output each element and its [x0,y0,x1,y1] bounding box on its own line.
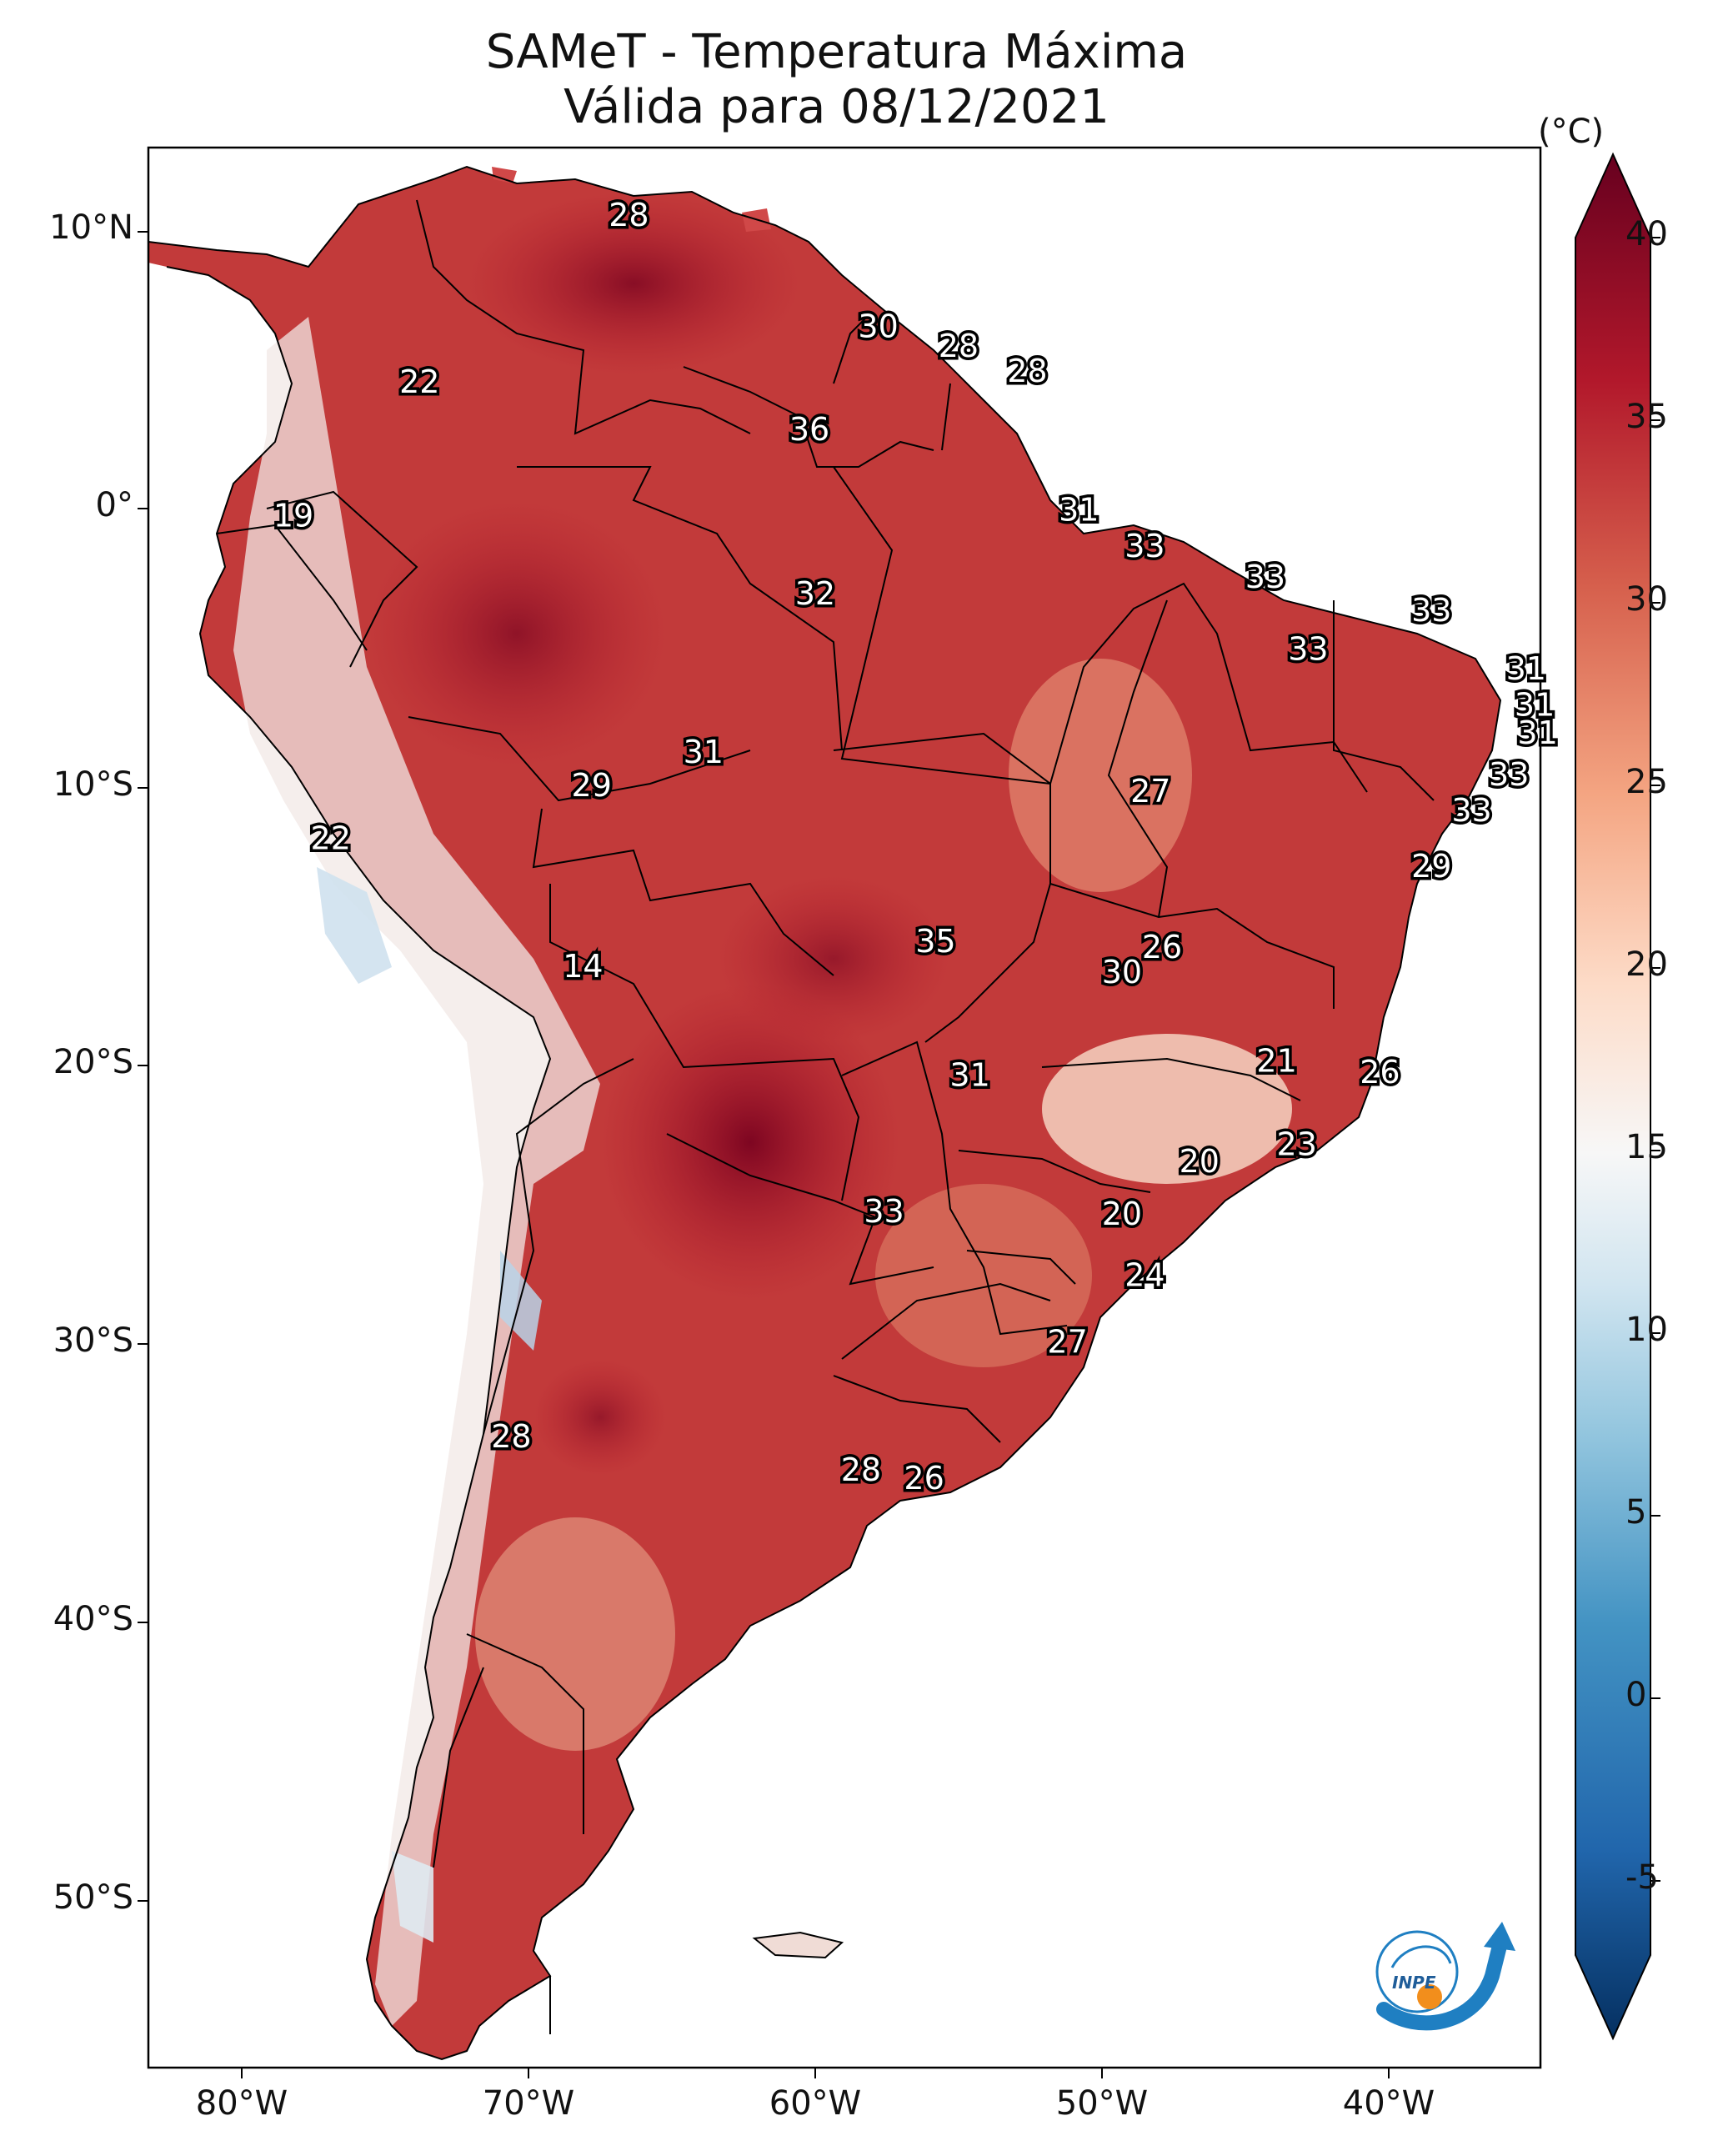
lon-label-80w: 80°W [195,2084,288,2123]
lat-label-0: 0° [95,486,133,524]
lat-label-40s: 40°S [53,1600,133,1638]
colorbar-tick-label: 20 [1625,945,1668,984]
station-value-label: 35 [915,923,955,960]
station-value-label: 27 [1130,773,1170,810]
station-value-label: 28 [609,197,649,233]
station-value-label: 31 [1517,714,1557,751]
station-value-label: 31 [1506,650,1546,687]
station-value-label: 22 [399,364,439,400]
station-value-label: 21 [1256,1043,1296,1080]
station-value-label: 31 [684,734,724,770]
axis-ticks [138,231,1390,2078]
station-value-label: 36 [789,411,829,448]
lon-label-70w: 70°W [482,2084,575,2123]
station-value-label: 24 [1124,1257,1165,1294]
lat-label-30s: 30°S [53,1321,133,1360]
station-value-label: 29 [1411,848,1451,885]
station-value-label: 23 [1277,1126,1317,1163]
station-value-label: 27 [1047,1324,1087,1361]
station-value-label: 31 [1059,492,1099,529]
colorbar-tick-label: 25 [1625,763,1668,801]
station-value-label: 32 [795,575,835,612]
station-value-label: 29 [572,767,612,804]
map-subtitle: Válida para 08/12/2021 [563,80,1109,134]
station-value-label: 26 [1360,1054,1400,1091]
inpe-logo: INPE [1375,1922,1515,2031]
station-value-label: 14 [563,948,603,985]
colorbar-tick-label: -5 [1625,1858,1659,1897]
lat-label-10s: 10°S [53,765,133,804]
station-value-label: 28 [939,328,979,364]
station-value-label: 33 [1124,528,1165,564]
colorbar-tick-label: 15 [1625,1128,1668,1166]
continent [148,167,1500,2059]
borders [148,165,1502,2061]
lon-label-40w: 40°W [1342,2084,1435,2123]
station-value-label: 26 [904,1460,944,1497]
map-frame [147,146,1542,2069]
station-value-label: 28 [491,1418,531,1455]
station-value-label: 33 [864,1193,904,1230]
colorbar-tick-label: 5 [1625,1493,1647,1532]
map-title: SAMeT - Temperatura Máxima [485,25,1188,79]
colorbar-tick-label: 30 [1625,580,1668,619]
station-value-label: 20 [1180,1143,1220,1180]
lat-label-10n: 10°N [49,208,133,247]
station-value-label: 33 [1451,792,1491,829]
station-value-label: 33 [1245,559,1285,595]
station-value-label: 33 [1411,592,1451,629]
station-value-label: 22 [311,820,351,857]
station-value-label: 28 [1007,353,1047,389]
lat-label-50s: 50°S [53,1878,133,1917]
colorbar-tick-label: 35 [1625,398,1668,436]
station-value-label: 31 [1515,686,1555,723]
lat-label-20s: 20°S [53,1043,133,1081]
station-value-label: 20 [1102,1196,1142,1232]
station-value-label: 33 [1489,756,1529,793]
station-value-label: 30 [858,308,898,344]
colorbar-unit: (°C) [1538,113,1605,151]
station-value-label: 26 [1142,929,1182,965]
lon-label-60w: 60°W [769,2084,862,2123]
colorbar-tick-label: 0 [1625,1676,1647,1714]
station-value-label: 33 [1288,631,1328,668]
station-value-label: 30 [1102,954,1142,990]
svg-text:INPE: INPE [1392,1973,1436,1993]
lon-label-50w: 50°W [1055,2084,1149,2123]
station-value-label: 28 [841,1452,881,1488]
colorbar-tick-label: 10 [1625,1311,1668,1349]
colorbar [1575,152,1660,2041]
colorbar-tick-label: 40 [1625,215,1668,253]
station-value-label: 31 [949,1056,989,1093]
station-value-label: 19 [273,497,313,534]
